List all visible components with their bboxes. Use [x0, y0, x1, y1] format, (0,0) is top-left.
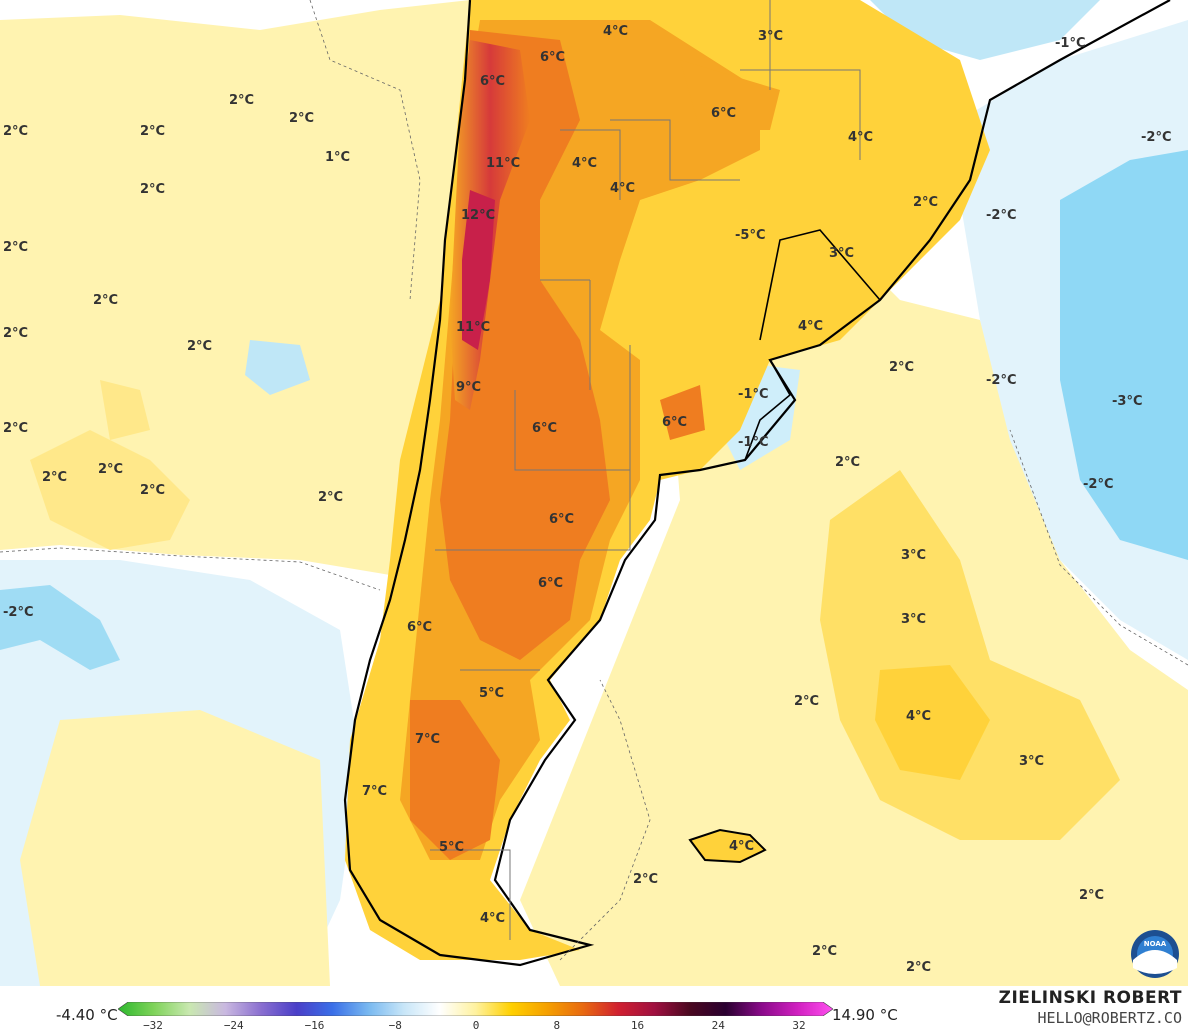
- temp-label: 4°C: [603, 24, 628, 39]
- temp-label: 3°C: [901, 612, 926, 627]
- warm-zone-atlantic-hot: [875, 665, 990, 780]
- temp-label: 2°C: [633, 872, 658, 887]
- warm-zone-pacific-3: [100, 380, 150, 440]
- temp-label: 4°C: [729, 839, 754, 854]
- temp-label: 5°C: [479, 686, 504, 701]
- temp-label: 7°C: [362, 784, 387, 799]
- temp-label: 2°C: [140, 182, 165, 197]
- temp-label: 2°C: [889, 360, 914, 375]
- cold-zone-pacific-strong: [0, 585, 120, 670]
- colorbar-tick-label: −16: [304, 1019, 325, 1032]
- colorbar-tick-label: 0: [472, 1019, 480, 1032]
- temp-label: -2°C: [986, 373, 1016, 388]
- temp-label: 2°C: [3, 326, 28, 341]
- temp-label: 11°C: [486, 156, 520, 171]
- temp-label: 4°C: [480, 911, 505, 926]
- temp-label: 2°C: [318, 490, 343, 505]
- temp-label: 4°C: [572, 156, 597, 171]
- falkland-islands: [688, 828, 767, 864]
- colorbar: [118, 1002, 833, 1016]
- temp-label: 3°C: [901, 548, 926, 563]
- temp-label: 2°C: [229, 93, 254, 108]
- colorbar-tick-label: 8: [553, 1019, 561, 1032]
- temp-label: 3°C: [758, 29, 783, 44]
- warm-zone-patagonia: [410, 700, 500, 860]
- temp-label: 11°C: [456, 320, 490, 335]
- hot-zone-ne: [680, 60, 780, 130]
- temp-label: -2°C: [1083, 477, 1113, 492]
- temp-label: 2°C: [93, 293, 118, 308]
- temp-label: 12°C: [461, 208, 495, 223]
- cold-zone-atlantic-strong: [1060, 150, 1188, 560]
- temp-label: 2°C: [140, 124, 165, 139]
- temp-label: 2°C: [187, 339, 212, 354]
- colorbar-tick-label: −8: [388, 1019, 402, 1032]
- temp-label: 6°C: [532, 421, 557, 436]
- contact-credit: HELLO@ROBERTZ.CO: [1037, 1009, 1183, 1027]
- temp-label: 6°C: [538, 576, 563, 591]
- temp-label: 6°C: [711, 106, 736, 121]
- temp-label: -5°C: [735, 228, 765, 243]
- colorbar-tick-label: 32: [792, 1019, 806, 1032]
- temp-label: 2°C: [3, 124, 28, 139]
- temp-label: 2°C: [835, 455, 860, 470]
- temp-label: 6°C: [549, 512, 574, 527]
- temp-label: -1°C: [738, 435, 768, 450]
- colorbar-max-label: 14.90 °C: [832, 1006, 898, 1024]
- cold-blob-pacific: [245, 340, 310, 395]
- temp-label: 2°C: [140, 483, 165, 498]
- hottest-core: [462, 190, 495, 350]
- temp-label: 3°C: [1019, 754, 1044, 769]
- warm-zone-south-pacific: [20, 710, 330, 986]
- temp-label: 2°C: [1079, 888, 1104, 903]
- colorbar-tick-label: −24: [223, 1019, 244, 1032]
- temp-label: 2°C: [3, 421, 28, 436]
- temp-label: 6°C: [407, 620, 432, 635]
- hot-blob-coast: [660, 385, 705, 440]
- temp-label: 2°C: [913, 195, 938, 210]
- temp-label: 3°C: [829, 246, 854, 261]
- temperature-labels: 4°C 3°C -1°C 6°C 2°C 2°C 2°C 1°C 2°C 6°C…: [3, 24, 1171, 975]
- temp-label: 4°C: [906, 709, 931, 724]
- temp-label: 2°C: [794, 694, 819, 709]
- rio-de-la-plata: [744, 229, 881, 461]
- temp-label: 6°C: [662, 415, 687, 430]
- colorbar-tick-label: 24: [711, 1019, 725, 1032]
- author-credit: ZIELINSKI ROBERT: [998, 988, 1182, 1008]
- temp-label: 2°C: [3, 240, 28, 255]
- temp-label: 2°C: [906, 960, 931, 975]
- temp-label: 2°C: [98, 462, 123, 477]
- temp-label: 2°C: [289, 111, 314, 126]
- temp-label: 2°C: [42, 470, 67, 485]
- temp-label: 4°C: [798, 319, 823, 334]
- noaa-logo: NOAA: [1131, 930, 1179, 978]
- temp-label: -1°C: [1055, 36, 1085, 51]
- temp-label: -2°C: [1141, 130, 1171, 145]
- temp-label: -2°C: [986, 208, 1016, 223]
- warm-zone-pacific-2: [30, 430, 190, 550]
- colorbar-min-label: -4.40 °C: [56, 1006, 118, 1024]
- temp-label: 6°C: [480, 74, 505, 89]
- colorbar-tick-label: −32: [143, 1019, 163, 1032]
- temp-label: 1°C: [325, 150, 350, 165]
- temp-label: 4°C: [848, 130, 873, 145]
- temp-label: 7°C: [415, 732, 440, 747]
- province-borders: [430, 0, 861, 940]
- temp-label: 5°C: [439, 840, 464, 855]
- temp-label: 2°C: [812, 944, 837, 959]
- temp-label: -2°C: [3, 605, 33, 620]
- temp-label: 4°C: [610, 181, 635, 196]
- temp-label: -3°C: [1112, 394, 1142, 409]
- temp-label: 6°C: [540, 50, 565, 65]
- svg-text:NOAA: NOAA: [1144, 940, 1167, 948]
- colorbar-tick-label: 16: [630, 1019, 645, 1032]
- temp-label: -1°C: [738, 387, 768, 402]
- temp-label: 9°C: [456, 380, 481, 395]
- zero-contours: [0, 0, 1188, 961]
- temperature-anomaly-map: NOAA 4°C 3°C -1°C 6°C 2°C 2°C 2°C 1°C 2°…: [0, 0, 1188, 986]
